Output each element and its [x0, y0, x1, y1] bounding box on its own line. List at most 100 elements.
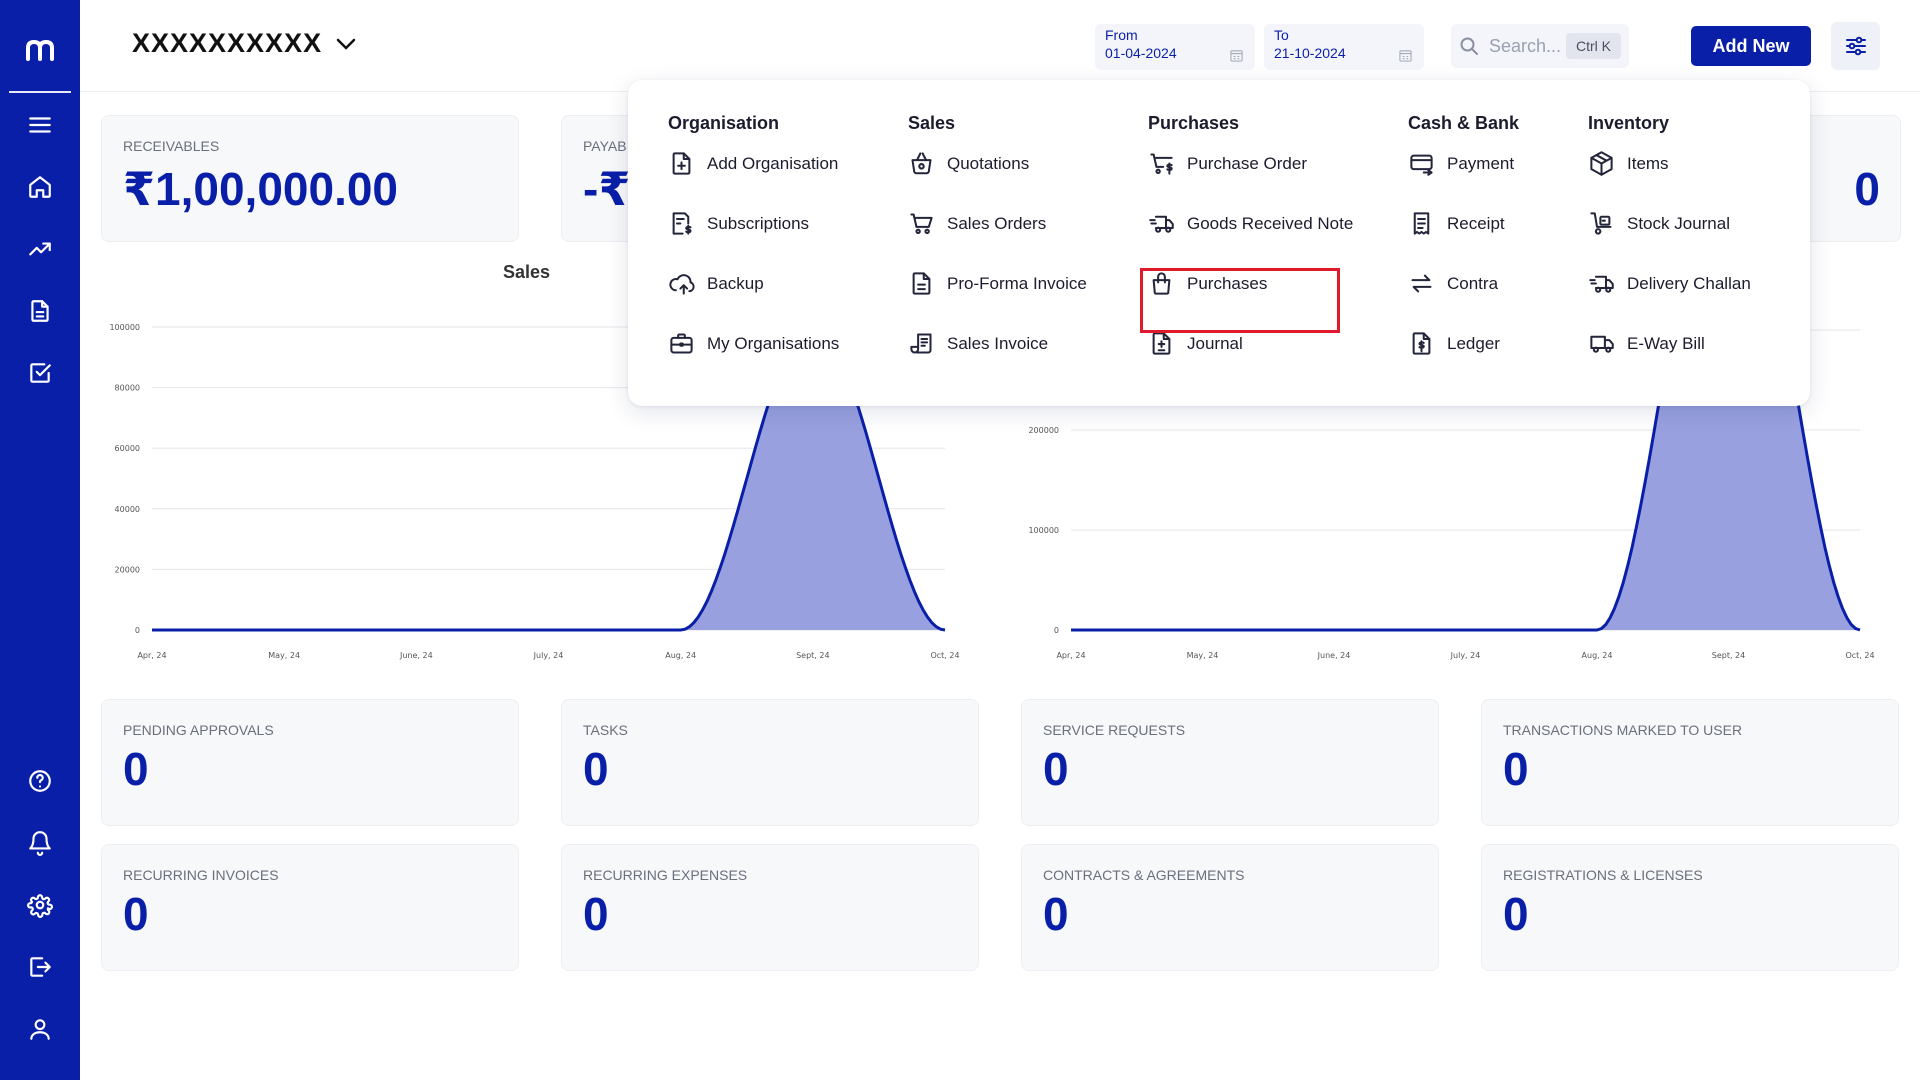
series-area — [1071, 130, 1860, 630]
bell-icon[interactable] — [20, 823, 60, 863]
stat-card[interactable]: TRANSACTIONS MARKED TO USER 0 — [1481, 699, 1899, 826]
menu-item-ledger[interactable]: Ledger — [1408, 330, 1500, 357]
stat-card-value: 0 — [1503, 743, 1529, 795]
sidebar-divider — [9, 91, 71, 93]
search-placeholder: Search... — [1489, 35, 1562, 56]
from-date-picker[interactable]: From 01-04-2024 — [1095, 24, 1255, 70]
stat-card-value: 0 — [583, 888, 609, 940]
payables-value: -₹ — [583, 163, 631, 215]
menu-item-label: Purchase Order — [1187, 153, 1307, 173]
menu-item-my-organisations[interactable]: My Organisations — [668, 330, 839, 357]
sliders-icon — [1845, 36, 1866, 56]
chevron-down-icon — [336, 38, 356, 50]
y-tick-label: 20000 — [115, 565, 140, 574]
menu-item-purchase-order[interactable]: Purchase Order — [1148, 150, 1307, 177]
menu-item-label: Delivery Challan — [1627, 273, 1751, 293]
menu-item-label: Stock Journal — [1627, 213, 1730, 233]
user-icon[interactable] — [20, 1009, 60, 1049]
stat-card-label: TRANSACTIONS MARKED TO USER — [1503, 722, 1743, 738]
menu-item-backup[interactable]: Backup — [668, 270, 764, 297]
stat-card-label: CONTRACTS & AGREEMENTS — [1043, 867, 1245, 883]
menu-item-payment[interactable]: Payment — [1408, 150, 1514, 177]
stat-card-value: 0 — [1043, 743, 1069, 795]
menu-item-goods-received-note[interactable]: Goods Received Note — [1148, 210, 1353, 237]
filter-settings-button[interactable] — [1831, 22, 1880, 70]
menu-item-contra[interactable]: Contra — [1408, 270, 1498, 297]
menu-item-stock-journal[interactable]: Stock Journal — [1588, 210, 1730, 237]
menu-item-purchases[interactable]: Purchases — [1148, 270, 1267, 297]
scroll-icon — [910, 333, 932, 354]
search-input[interactable]: Search... Ctrl K — [1451, 24, 1629, 68]
logo-mark-icon — [26, 39, 54, 61]
stat-card-label: PENDING APPROVALS — [123, 722, 274, 738]
y-tick-label: 0 — [1054, 626, 1059, 635]
gear-icon[interactable] — [20, 885, 60, 925]
help-icon[interactable] — [20, 761, 60, 801]
y-tick-label: 60000 — [115, 444, 140, 453]
file-plus-minus-icon — [1152, 332, 1171, 355]
app-logo[interactable] — [0, 30, 80, 70]
stat-card-label: RECURRING EXPENSES — [583, 867, 748, 883]
stat-card-value: 0 — [583, 743, 609, 795]
stat-card[interactable]: TASKS 0 — [561, 699, 979, 826]
menu-item-subscriptions[interactable]: Subscriptions — [668, 210, 809, 237]
stat-card[interactable]: PENDING APPROVALS 0 — [101, 699, 519, 826]
stat-card[interactable]: CONTRACTS & AGREEMENTS 0 — [1021, 844, 1439, 971]
menu-item-journal[interactable]: Journal — [1148, 330, 1243, 357]
organisation-name: XXXXXXXXXX — [132, 28, 323, 58]
x-tick-label: July, 24 — [533, 651, 564, 660]
menu-icon[interactable] — [20, 105, 60, 145]
highlight-box — [1140, 268, 1340, 333]
stat-card[interactable]: RECURRING EXPENSES 0 — [561, 844, 979, 971]
menu-item-add-organisation[interactable]: Add Organisation — [668, 150, 838, 177]
x-tick-label: Aug, 24 — [665, 651, 696, 660]
add-new-button[interactable]: Add New — [1691, 26, 1811, 66]
x-tick-label: Sept, 24 — [1712, 651, 1745, 660]
stat-card[interactable]: RECURRING INVOICES 0 — [101, 844, 519, 971]
stat-card-value: 0 — [1043, 888, 1069, 940]
x-tick-label: July, 24 — [1450, 651, 1481, 660]
shopping-bag-icon — [1152, 272, 1171, 295]
menu-item-sales-invoice[interactable]: Sales Invoice — [908, 330, 1048, 357]
stat-card-label: REGISTRATIONS & LICENSES — [1503, 867, 1703, 883]
arrows-exchange-icon — [1411, 274, 1432, 293]
checkbox-icon[interactable] — [20, 353, 60, 393]
menu-item-label: Quotations — [947, 153, 1030, 173]
x-tick-label: Sept, 24 — [796, 651, 829, 660]
menu-item-delivery-challan[interactable]: Delivery Challan — [1588, 270, 1751, 297]
document-icon[interactable] — [20, 291, 60, 331]
menu-item-items[interactable]: Items — [1588, 150, 1669, 177]
payables-label: PAYAB — [583, 138, 627, 154]
document-icon — [912, 272, 931, 295]
stat-card[interactable]: REGISTRATIONS & LICENSES 0 — [1481, 844, 1899, 971]
cart-icon — [910, 213, 933, 235]
stat-card[interactable]: SERVICE REQUESTS 0 — [1021, 699, 1439, 826]
organisation-switcher[interactable]: XXXXXXXXXX — [132, 28, 356, 59]
menu-item-label: Receipt — [1447, 213, 1505, 233]
calendar-icon — [1230, 50, 1243, 62]
top-bar: XXXXXXXXXX From 01-04-2024 To 21-10-2024… — [80, 0, 1920, 92]
x-tick-label: Oct, 24 — [1845, 651, 1874, 660]
file-plus-icon — [672, 152, 691, 175]
menu-item-receipt[interactable]: Receipt — [1408, 210, 1505, 237]
menu-item-label: My Organisations — [707, 333, 840, 353]
x-tick-label: May, 24 — [1187, 651, 1219, 660]
box-icon — [1590, 151, 1613, 176]
from-date-value: 01-04-2024 — [1105, 45, 1177, 61]
y-tick-label: 0 — [135, 626, 140, 635]
menu-item-label: Sales Orders — [947, 213, 1047, 233]
menu-item-sales-orders[interactable]: Sales Orders — [908, 210, 1046, 237]
menu-item-label: Payment — [1447, 153, 1515, 173]
summary-card-4-value: 0 — [1854, 163, 1880, 215]
menu-item-pro-forma-invoice[interactable]: Pro-Forma Invoice — [908, 270, 1087, 297]
trending-up-icon[interactable] — [20, 229, 60, 269]
menu-item-e-way-bill[interactable]: E-Way Bill — [1588, 330, 1705, 357]
calendar-icon — [1399, 50, 1412, 62]
menu-item-quotations[interactable]: Quotations — [908, 150, 1029, 177]
menu-item-label: Backup — [707, 273, 764, 293]
to-date-picker[interactable]: To 21-10-2024 — [1264, 24, 1424, 70]
search-icon — [1460, 37, 1478, 55]
logout-icon[interactable] — [20, 947, 60, 987]
home-icon[interactable] — [20, 167, 60, 207]
menu-column-title: Purchases — [1148, 113, 1240, 133]
